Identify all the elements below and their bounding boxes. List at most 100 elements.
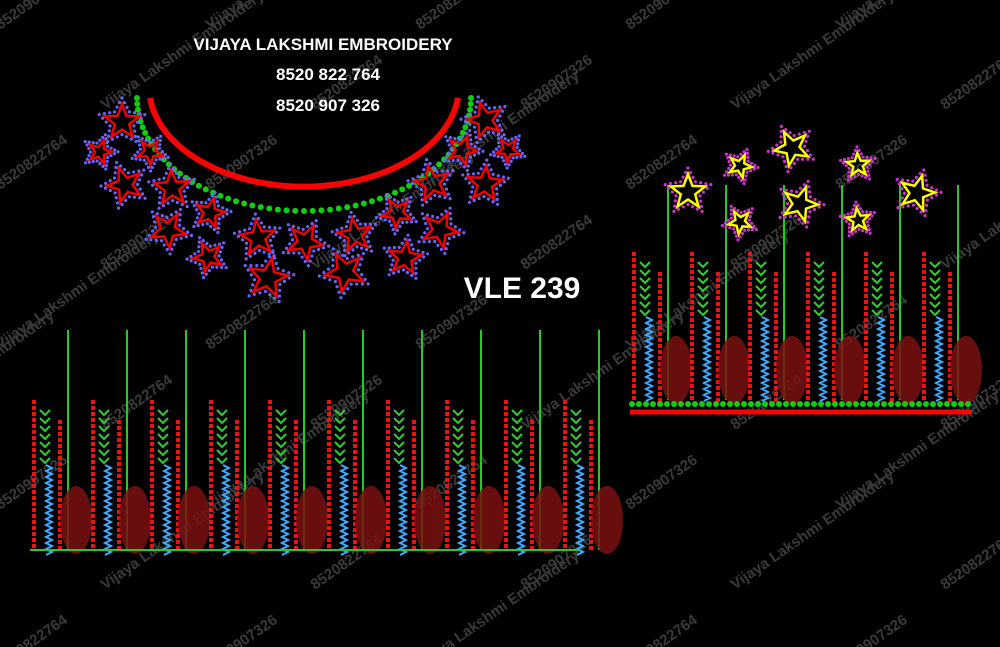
star-dot (911, 179, 915, 183)
red-stitch (268, 490, 272, 494)
star-dot (158, 143, 162, 147)
red-stitch (748, 360, 752, 364)
red-stitch (471, 510, 475, 514)
chevron (98, 409, 110, 417)
star-dot (146, 165, 151, 169)
red-stitch (948, 290, 952, 294)
red-stitch (445, 448, 449, 452)
star-dot (179, 236, 183, 240)
chevron (98, 449, 110, 457)
red-stitch (268, 508, 272, 512)
star-dot (472, 125, 477, 129)
star-dot (340, 226, 344, 230)
red-stitch (589, 462, 593, 466)
star (148, 211, 190, 252)
star-dot (496, 154, 500, 159)
star-dot (314, 219, 318, 223)
red-stitch (58, 438, 62, 442)
star-dot (189, 181, 193, 185)
star-dot (154, 225, 158, 229)
neck-dot (225, 195, 232, 202)
base-dot (818, 401, 824, 407)
zigzag (515, 464, 527, 556)
neck-dot (368, 198, 375, 205)
star-dot (462, 231, 466, 235)
star-dot (421, 250, 425, 254)
star-dot (310, 254, 314, 258)
star-dot (139, 116, 143, 121)
star-dot (87, 140, 91, 144)
star-dot (103, 133, 107, 137)
red-stitch (504, 508, 508, 512)
red-stitch (117, 432, 121, 436)
star-dot (806, 134, 810, 138)
red-stitch (864, 318, 868, 322)
star-dot (468, 133, 472, 137)
star-dot (496, 174, 500, 178)
red-stitch (412, 432, 416, 436)
star-dot (915, 206, 919, 211)
star-dot (406, 179, 410, 183)
red-stitch (353, 450, 357, 454)
chevron (334, 449, 346, 457)
star-dot (852, 204, 857, 208)
red-stitch (471, 480, 475, 484)
star-dot (699, 199, 703, 203)
star-dot (119, 164, 123, 168)
star-dot (107, 129, 111, 133)
chevron (216, 409, 228, 417)
star-dot (393, 232, 397, 236)
red-stitch (690, 270, 694, 274)
red-stitch (235, 516, 239, 520)
red-stitch (327, 436, 331, 440)
chevron (755, 269, 767, 277)
red-stitch (412, 546, 416, 550)
red-stitch (176, 456, 180, 460)
star-dot (925, 198, 929, 202)
neck-dot (274, 206, 281, 213)
star-dot (87, 153, 91, 158)
star-dot (162, 243, 166, 247)
star-dot (806, 179, 810, 184)
star-dot (919, 210, 923, 214)
star-dot (852, 152, 856, 156)
star-dot (779, 129, 783, 134)
base-dot (797, 401, 803, 407)
chevron (871, 277, 883, 285)
star-dot (218, 250, 223, 254)
star-dot (209, 224, 213, 229)
star-dot (169, 162, 173, 166)
red-stitch (268, 466, 272, 470)
star-dot (866, 169, 870, 173)
star-dot (114, 196, 118, 200)
star-dot (196, 224, 200, 228)
star-dot (115, 135, 119, 139)
star-dot (224, 266, 228, 270)
chevron (157, 449, 169, 457)
star-dot (152, 179, 156, 183)
star-dot (249, 263, 253, 268)
star-dot (867, 177, 871, 181)
red-stitch (353, 426, 357, 430)
base-dot (846, 401, 852, 407)
star-dot (182, 176, 186, 180)
red-stitch (268, 514, 272, 518)
red-stitch (327, 532, 331, 536)
star (782, 183, 822, 225)
red-stitch (58, 534, 62, 538)
star-dot (381, 209, 386, 213)
star-dot (113, 191, 117, 195)
star-dot (366, 282, 370, 286)
base-dot (783, 401, 789, 407)
star-dot (794, 214, 798, 218)
star-dot (724, 152, 728, 156)
star-dot (516, 138, 521, 142)
chevron (813, 309, 825, 317)
red-stitch (32, 496, 36, 500)
star-dot (400, 241, 404, 245)
red-stitch (748, 288, 752, 292)
red-stitch (832, 356, 836, 360)
red-stitch (864, 270, 868, 274)
star-dot (514, 135, 518, 140)
star-dot (321, 246, 326, 250)
